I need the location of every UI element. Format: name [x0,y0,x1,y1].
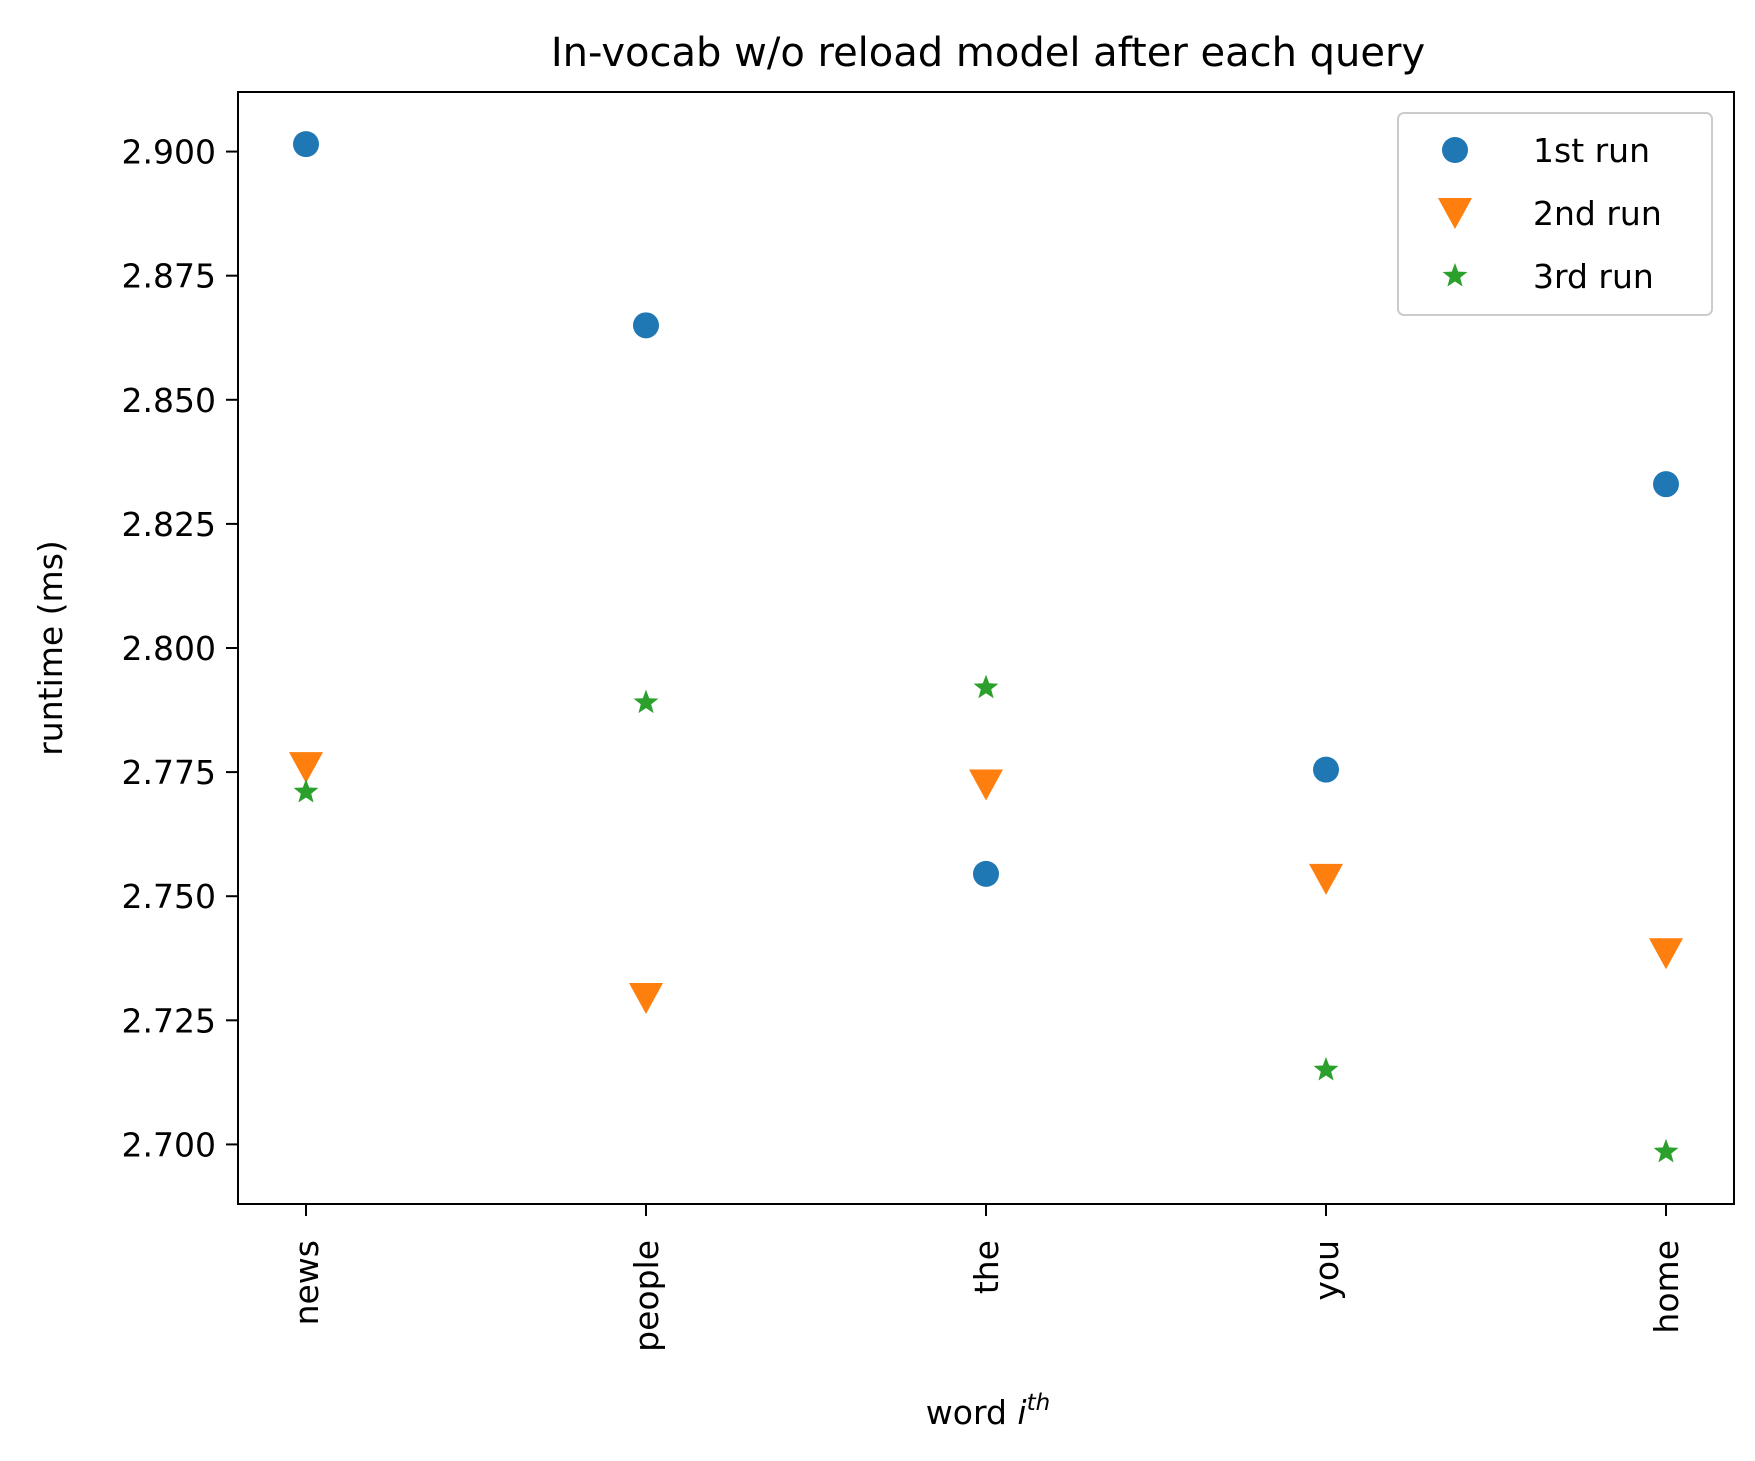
data-point-star [293,779,319,803]
data-point-star [973,674,999,699]
legend-box [1397,112,1713,316]
data-point-star [633,689,659,714]
y-axis-label: runtime (ms) [31,540,70,756]
y-tick-label: 2.850 [122,381,216,420]
data-point-circle [633,312,659,339]
data-point-star [1653,1138,1679,1163]
data-markers [289,131,1683,1163]
data-point-star [1313,1057,1339,1081]
legend-marker-triangle-down [1438,198,1472,229]
x-axis-label-sup: th [1027,1390,1051,1416]
y-tick-label: 2.725 [122,1001,216,1040]
y-tick-label: 2.900 [122,133,216,172]
y-tick-label: 2.775 [122,753,216,792]
x-axis: news people the you home [287,1204,1686,1352]
y-axis: 2.700 2.725 2.750 2.775 2.800 2.825 2.850 2.875… [122,133,238,1164]
x-tick-label: news [287,1240,326,1325]
data-point-circle [1653,471,1679,498]
x-tick-label: home [1647,1240,1686,1334]
legend-marker-star [1442,263,1468,287]
data-point-triangle-down [289,752,323,784]
x-tick-label: the [967,1240,1006,1294]
data-point-circle [293,131,319,158]
y-tick-label: 2.800 [122,629,216,668]
legend-label: 3rd run [1533,257,1654,296]
legend: 1st run 2nd run 3rd run [1397,112,1713,316]
y-tick-label: 2.750 [122,877,216,916]
data-point-circle [973,860,999,887]
y-tick-label: 2.700 [122,1125,216,1164]
data-point-triangle-down [1649,938,1683,970]
x-tick-label: people [627,1240,666,1352]
data-point-triangle-down [629,982,663,1014]
data-point-triangle-down [1309,863,1343,895]
x-axis-label-italic: i [1017,1393,1026,1432]
data-point-triangle-down [969,769,1003,801]
legend-marker-circle [1442,137,1468,163]
legend-label: 1st run [1533,131,1650,170]
y-tick-label: 2.875 [122,257,216,296]
legend-label: 2nd run [1533,194,1662,233]
x-axis-label-main: word [926,1393,1018,1432]
x-tick-label: you [1307,1240,1346,1301]
y-tick-label: 2.825 [122,505,216,544]
data-point-circle [1313,756,1339,783]
x-axis-label: word ith [926,1390,1050,1432]
chart-title: In-vocab w/o reload model after each que… [551,30,1425,76]
